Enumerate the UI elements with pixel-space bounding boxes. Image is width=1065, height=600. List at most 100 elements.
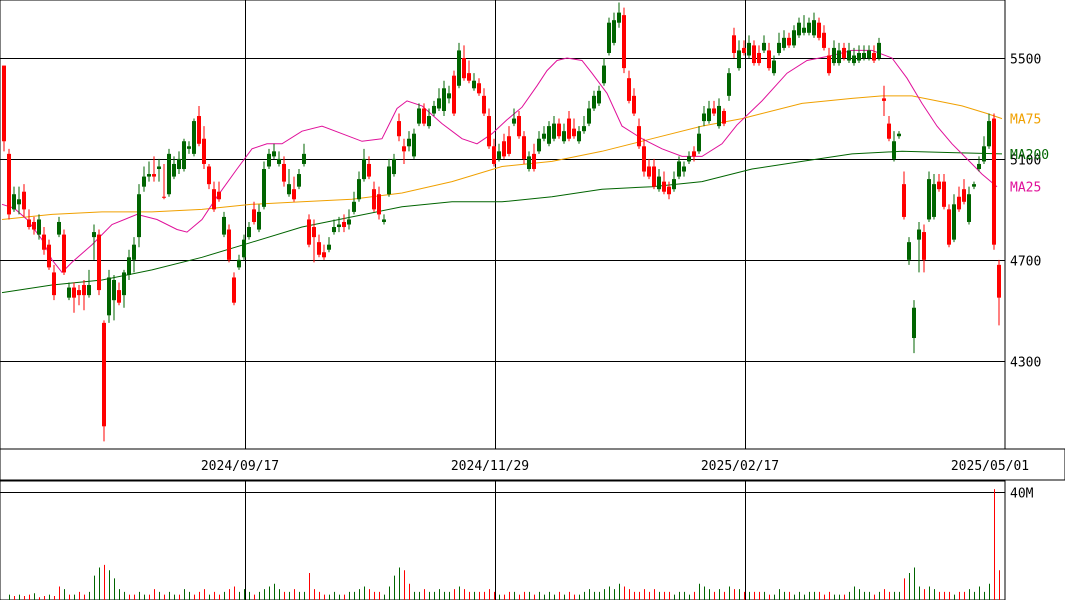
candle-body — [37, 219, 41, 235]
candle-body — [457, 50, 461, 86]
candle-body — [617, 12, 621, 23]
candle-body — [382, 219, 386, 222]
candle-body — [252, 209, 256, 222]
candle-body — [62, 234, 66, 273]
candle-body — [542, 133, 546, 139]
candle-body — [307, 219, 311, 245]
candle-body — [677, 161, 681, 177]
candle-body — [317, 242, 321, 255]
candle-body — [982, 146, 986, 162]
candle-body — [212, 189, 216, 210]
candle-body — [642, 146, 646, 172]
candle-body — [397, 121, 401, 137]
candle-body — [772, 60, 776, 74]
candle-body — [582, 126, 586, 132]
volume-panel: 40M — [0, 480, 1034, 600]
candle-body — [257, 211, 261, 230]
candle-body — [797, 22, 801, 36]
candle-body — [527, 156, 531, 170]
candle-body — [717, 105, 721, 127]
candle-body — [622, 15, 626, 69]
candle-body — [47, 244, 51, 268]
candle-body — [922, 232, 926, 260]
candle-body — [812, 20, 816, 36]
candle-body — [787, 37, 791, 46]
candle-body — [32, 221, 36, 230]
candle-body — [807, 22, 811, 33]
candle-body — [492, 146, 496, 164]
candle-body — [577, 131, 581, 142]
candle-body — [817, 22, 821, 38]
candle-body — [782, 37, 786, 48]
candle-body — [732, 35, 736, 53]
candle-body — [592, 95, 596, 109]
candle-body — [427, 116, 431, 127]
candle-body — [927, 179, 931, 220]
candle-body — [762, 42, 766, 51]
candle-body — [387, 166, 391, 195]
candle-body — [362, 158, 366, 180]
candle-body — [202, 138, 206, 164]
candle-body — [247, 227, 251, 238]
candle-body — [632, 95, 636, 114]
candle-body — [392, 158, 396, 175]
candle-body — [372, 189, 376, 210]
price-y-axis-ticks: 5500 5100 4700 4300 — [1010, 53, 1041, 371]
candle-body — [347, 219, 351, 225]
candle-body — [512, 118, 516, 124]
candle-body — [172, 163, 176, 177]
price-tick-label: 4700 — [1010, 255, 1041, 270]
candle-body — [947, 209, 951, 245]
candle-body — [327, 244, 331, 250]
candle-body — [972, 184, 976, 187]
candle-body — [477, 83, 481, 94]
candle-body — [767, 50, 771, 69]
candle-body — [702, 113, 706, 122]
candle-body — [377, 194, 381, 215]
candle-body — [672, 179, 676, 190]
candle-body — [402, 146, 406, 152]
candle-body — [297, 174, 301, 187]
candle-body — [467, 73, 471, 81]
candle-body — [962, 189, 966, 202]
candle-body — [332, 227, 336, 233]
candle-body — [802, 27, 806, 33]
date-tick-label: 2025/05/01 — [951, 459, 1029, 474]
candle-body — [112, 279, 116, 301]
candle-body — [992, 118, 996, 245]
candle-body — [827, 55, 831, 74]
candle-body — [597, 90, 601, 104]
price-plot-area — [0, 0, 1006, 450]
candle-body — [312, 227, 316, 238]
candle-body — [192, 121, 196, 154]
candle-body — [912, 307, 916, 339]
candle-body — [637, 126, 641, 147]
candle-body — [487, 116, 491, 147]
candle-body — [442, 88, 446, 111]
volume-bars — [9, 489, 1000, 600]
candle-body — [507, 136, 511, 154]
candle-body — [727, 73, 731, 96]
candle-body — [552, 123, 556, 139]
candle-body — [572, 128, 576, 137]
candle-body — [907, 242, 911, 260]
candle-body — [17, 199, 21, 205]
candle-body — [107, 277, 111, 316]
candle-body — [57, 221, 61, 235]
price-tick-label: 4300 — [1010, 356, 1041, 371]
candle-body — [197, 116, 201, 144]
candle-body — [22, 191, 26, 210]
candle-body — [662, 181, 666, 192]
candle-body — [497, 151, 501, 159]
candle-body — [267, 153, 271, 167]
candle-body — [752, 45, 756, 64]
candle-body — [97, 234, 101, 291]
candle-body — [352, 201, 356, 212]
candle-body — [937, 181, 941, 190]
candle-body — [127, 257, 131, 275]
candle-body — [242, 239, 246, 258]
candle-body — [157, 166, 161, 170]
date-tick-label: 2024/09/17 — [201, 459, 279, 474]
candle-body — [682, 166, 686, 172]
